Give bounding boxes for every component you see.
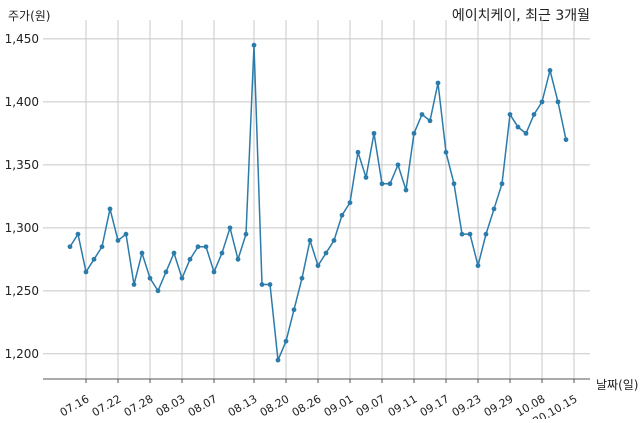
data-point <box>84 270 89 275</box>
y-tick-label: 1,350 <box>5 158 39 172</box>
data-point <box>404 188 409 193</box>
data-point <box>308 238 313 243</box>
data-point <box>436 81 441 86</box>
data-point <box>348 200 353 205</box>
data-point <box>460 232 465 237</box>
x-tick-label: 09.01 <box>322 392 356 419</box>
data-point <box>556 99 561 104</box>
y-axis-label: 주가(원) <box>8 9 50 23</box>
data-point <box>300 276 305 281</box>
grid-layer <box>43 20 590 379</box>
data-point <box>236 257 241 262</box>
data-point <box>284 339 289 344</box>
data-point <box>228 225 233 230</box>
data-point <box>324 251 329 256</box>
x-tick-label: 08.03 <box>154 392 188 419</box>
data-point <box>220 251 225 256</box>
y-tick-label: 1,400 <box>5 95 39 109</box>
axis-layer: 1,200 1,250 1,300 1,350 1,400 1,450 07.1607.22… <box>5 32 590 419</box>
data-point <box>468 232 473 237</box>
x-tick-label: 07.28 <box>122 392 156 419</box>
data-point <box>412 131 417 136</box>
data-point <box>100 244 105 249</box>
data-point <box>180 276 185 281</box>
data-point <box>540 99 545 104</box>
data-point <box>148 276 153 281</box>
x-tick-label: 09.23 <box>450 392 484 419</box>
data-point <box>244 232 249 237</box>
data-point <box>364 175 369 180</box>
x-tick-label: 08.26 <box>290 392 324 419</box>
data-point <box>132 282 137 287</box>
data-point <box>292 307 297 312</box>
data-point <box>172 251 177 256</box>
y-tick-label: 1,250 <box>5 284 39 298</box>
data-point <box>140 251 145 256</box>
data-point <box>164 270 169 275</box>
x-tick-label: 09.29 <box>482 392 516 419</box>
data-point <box>276 358 281 363</box>
data-point <box>452 181 457 186</box>
data-point <box>332 238 337 243</box>
x-axis-label: 날짜(일) <box>596 378 638 392</box>
chart-title: 에이치케이, 최근 3개월 <box>452 8 590 24</box>
data-point <box>524 131 529 136</box>
x-tick-label: 09.17 <box>418 392 452 419</box>
data-point <box>156 288 161 293</box>
data-point <box>92 257 97 262</box>
data-point <box>516 125 521 130</box>
x-tick-label: 08.07 <box>186 392 220 419</box>
x-tick-label: 09.11 <box>386 392 420 419</box>
data-point <box>204 244 209 249</box>
x-tick-label: 09.07 <box>354 392 388 419</box>
data-point <box>500 181 505 186</box>
data-point <box>108 207 113 212</box>
y-tick-label: 1,200 <box>5 347 39 361</box>
data-point <box>508 112 513 117</box>
data-point <box>212 270 217 275</box>
data-point <box>188 257 193 262</box>
x-tick-label: 07.16 <box>58 392 92 419</box>
data-point <box>124 232 129 237</box>
data-point <box>340 213 345 218</box>
data-point <box>388 181 393 186</box>
data-point <box>316 263 321 268</box>
x-tick-label: 08.13 <box>226 392 260 419</box>
data-point <box>380 181 385 186</box>
y-tick-label: 1,300 <box>5 221 39 235</box>
data-point <box>116 238 121 243</box>
data-point <box>356 150 361 155</box>
data-point <box>428 118 433 123</box>
data-point <box>444 150 449 155</box>
data-point <box>252 43 257 48</box>
data-point <box>76 232 81 237</box>
data-point <box>532 112 537 117</box>
y-tick-label: 1,450 <box>5 32 39 46</box>
x-tick-label: 08.20 <box>258 392 292 419</box>
data-point <box>68 244 73 249</box>
data-point <box>548 68 553 73</box>
data-point <box>268 282 273 287</box>
data-point <box>492 207 497 212</box>
data-point <box>396 162 401 167</box>
data-point <box>196 244 201 249</box>
x-tick-label: 07.22 <box>90 392 124 419</box>
data-point <box>260 282 265 287</box>
data-point <box>476 263 481 268</box>
data-point <box>372 131 377 136</box>
data-point <box>484 232 489 237</box>
data-point <box>420 112 425 117</box>
data-point <box>564 137 569 142</box>
